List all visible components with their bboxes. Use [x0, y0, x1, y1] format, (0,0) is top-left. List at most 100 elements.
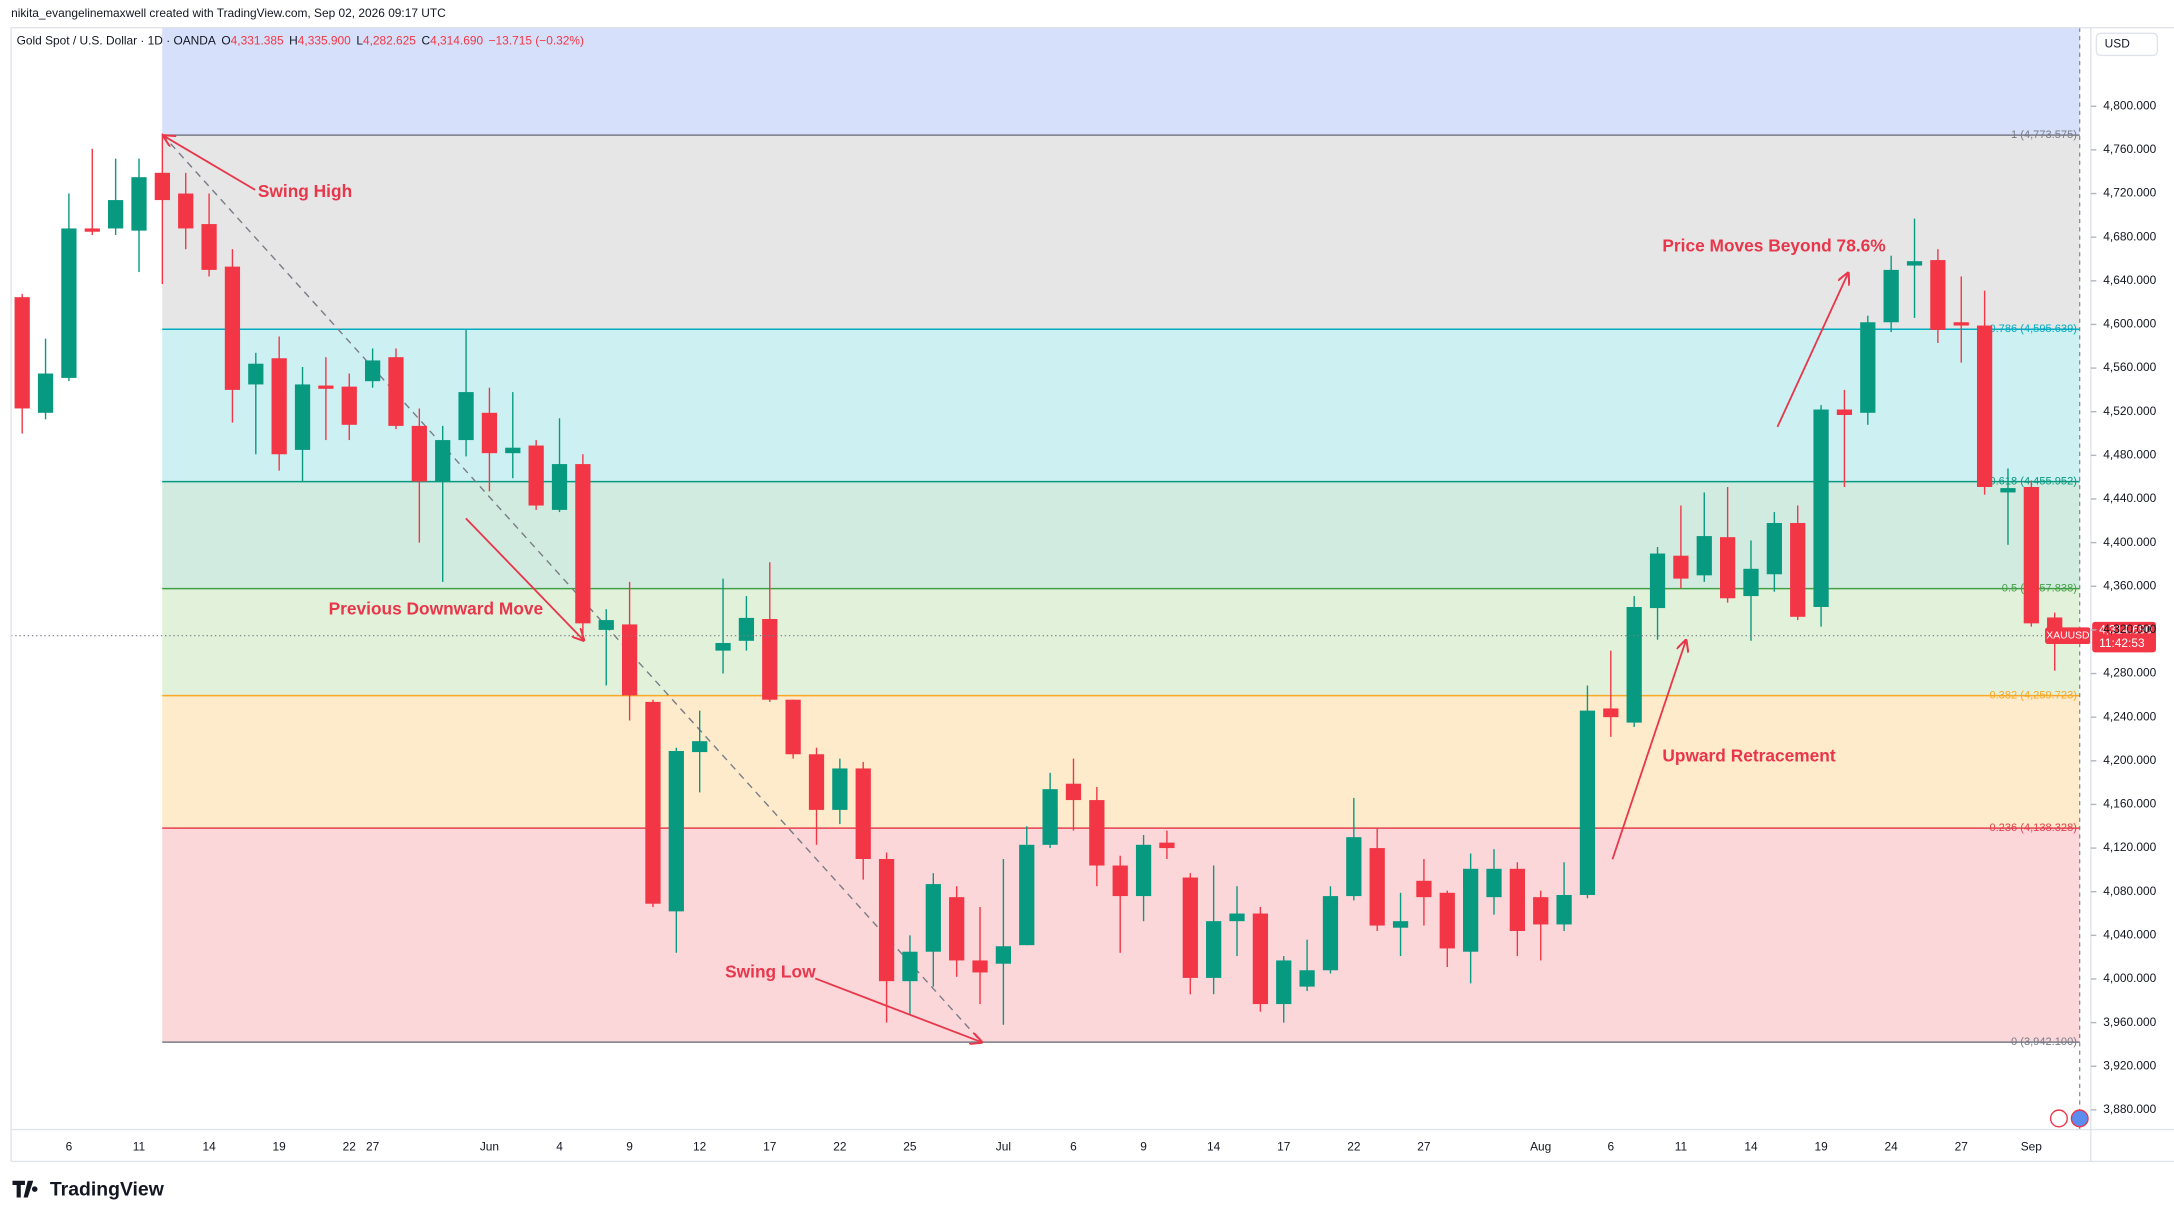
candle-body [1930, 260, 1946, 330]
x-tick-label: Jun [480, 1140, 499, 1154]
candle-body [1135, 844, 1152, 897]
x-tick-label: 14 [202, 1140, 216, 1154]
arrow [164, 136, 256, 191]
trend-line [161, 133, 983, 1043]
x-tick-label: 6 [66, 1140, 73, 1154]
candles [14, 133, 2063, 1025]
fib-zone [162, 828, 2080, 1043]
candle-body [37, 373, 54, 413]
y-tick-label: 4,480.000 [2103, 448, 2156, 462]
candle-body [1065, 783, 1082, 801]
x-tick-label: 25 [903, 1140, 917, 1154]
arrow [465, 517, 584, 640]
candle-body [621, 624, 638, 696]
y-tick-label: 4,360.000 [2103, 578, 2156, 592]
candle-body [178, 193, 194, 229]
flag-icon[interactable] [2070, 1109, 2089, 1128]
x-tick-label: Jul [996, 1140, 1011, 1154]
candle-body [1860, 322, 1876, 413]
candle-body [668, 750, 684, 912]
currency[interactable]: USD [2105, 37, 2131, 51]
candle-body [1813, 409, 1829, 607]
annotation: Swing Low [725, 961, 816, 981]
candle-body [1463, 868, 1479, 952]
ohlc-key: L [356, 34, 363, 48]
fib-label: 0.382 (4,259.723) [1989, 690, 2076, 702]
candle-body [715, 642, 731, 651]
candle-body [1649, 553, 1666, 609]
candle-body [972, 960, 988, 973]
candle-body [505, 447, 521, 454]
x-tick-label: 27 [1955, 1140, 1969, 1154]
fib-zone [162, 329, 2080, 482]
candle-body [528, 445, 544, 506]
x-tick-label: 22 [343, 1140, 357, 1154]
candle-body [1416, 880, 1432, 898]
y-tick-label: 4,000.000 [2103, 971, 2156, 985]
fib-label: 0.5 (4,357.838) [2002, 583, 2077, 595]
currency-box[interactable] [2095, 32, 2159, 57]
x-tick-label: Sep [2021, 1140, 2043, 1154]
candle-body [248, 363, 264, 385]
y-tick-label: 4,120.000 [2103, 840, 2156, 854]
fib-label: 0 (3,942.100) [2011, 1036, 2077, 1048]
ohlc-value: 4,282.625 [363, 34, 416, 48]
y-tick-label: 4,280.000 [2103, 666, 2156, 680]
candle-body [1556, 894, 1572, 925]
candle-body [84, 228, 100, 232]
candle-body [902, 951, 918, 982]
ohlc-key: O [221, 34, 230, 48]
brand: TradingView [50, 1179, 165, 1201]
y-tick-label: 4,800.000 [2103, 98, 2156, 112]
credit: nikita_evangelinemaxwell created with Tr… [11, 6, 446, 20]
candle-body [645, 701, 661, 904]
change: −13.715 (−0.32%) [489, 34, 584, 48]
candle-body [925, 884, 941, 952]
candle-body [458, 392, 474, 441]
ohlc-value: 4,335.900 [298, 34, 351, 48]
y-tick-label: 4,640.000 [2103, 273, 2156, 287]
annotation: Price Moves Beyond 78.6% [1662, 235, 1885, 255]
candle-body [878, 858, 895, 982]
candle-body [2023, 486, 2039, 624]
candle-body [1322, 896, 1339, 971]
y-tick-label: 4,680.000 [2103, 229, 2156, 243]
candle-body [1883, 269, 1899, 323]
x-tick-label: Aug [1530, 1140, 1551, 1154]
candle-body [1369, 848, 1385, 926]
x-tick-label: 19 [1814, 1140, 1828, 1154]
fib-label: 0.618 (4,455.952) [1989, 476, 2076, 488]
event-icon[interactable] [2049, 1109, 2068, 1128]
x-tick-label: 22 [833, 1140, 847, 1154]
candle-body [1299, 970, 1315, 987]
candle-body [388, 357, 404, 426]
candle-body [1276, 960, 1292, 1005]
fib-zone [162, 695, 2080, 829]
price-tag [2092, 621, 2156, 653]
fib-label: 0.786 (4,595.639) [1989, 323, 2076, 335]
x-tick-label: 27 [1417, 1140, 1431, 1154]
x-tick-label: 6 [1607, 1140, 1614, 1154]
candle-body [995, 946, 1012, 964]
candle-body [738, 617, 755, 641]
price-tag-text: 4,314.690 [2099, 622, 2152, 636]
x-tick-label: 11 [1675, 1140, 1688, 1154]
brand-logo: TradingView [12, 1179, 165, 1201]
candle-body [598, 620, 614, 630]
y-tick-label: 4,400.000 [2103, 535, 2156, 549]
candle-body [692, 741, 708, 753]
ohlc-value: 4,331.385 [231, 34, 284, 48]
y-tick-label: 4,440.000 [2103, 491, 2156, 505]
candle-body [575, 464, 591, 624]
drawings [161, 133, 1848, 1043]
arrow [1776, 273, 1848, 428]
candle-body [762, 618, 778, 700]
candle-body [1626, 606, 1642, 723]
candle-body [1766, 522, 1782, 575]
x-tick-label: 9 [1140, 1140, 1147, 1154]
candle-body [131, 177, 147, 231]
y-tick-label: 4,560.000 [2103, 360, 2156, 374]
y-tick-label: 4,160.000 [2103, 797, 2156, 811]
x-tick-label: 14 [1744, 1140, 1758, 1154]
